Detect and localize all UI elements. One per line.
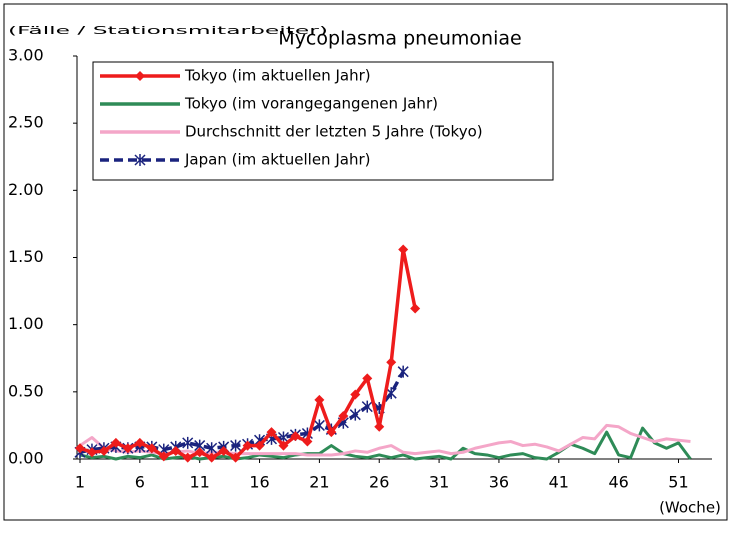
point [98, 445, 109, 456]
point [410, 303, 421, 314]
x-tick-label: 11 [190, 473, 210, 492]
y-tick-label: 0.00 [8, 449, 44, 468]
legend-label: Tokyo (im vorangegangenen Jahr) [184, 95, 438, 113]
series-markers [74, 244, 421, 463]
y-tick-label: 2.50 [8, 113, 44, 132]
y-tick-label: 1.50 [8, 247, 44, 266]
x-tick-label: 1 [75, 473, 85, 492]
point [242, 440, 253, 451]
point [230, 452, 241, 463]
legend-marker [135, 71, 145, 81]
point [266, 427, 277, 438]
point [74, 443, 85, 454]
point [182, 452, 193, 463]
point [350, 389, 361, 400]
x-tick-label: 36 [489, 473, 509, 492]
point [386, 357, 397, 368]
point [398, 244, 409, 255]
point [182, 436, 194, 449]
x-tick-label: 31 [429, 473, 449, 492]
point [122, 443, 133, 454]
point [170, 445, 181, 456]
point [326, 427, 337, 438]
series-line [79, 426, 692, 461]
x-tick-label: 21 [309, 473, 329, 492]
point [230, 439, 242, 452]
x-axis-label: (Woche) [659, 499, 721, 517]
y-tick-label: 2.00 [8, 180, 44, 199]
y-tick-label: 1.00 [8, 314, 44, 333]
point [254, 440, 265, 451]
point [86, 447, 97, 458]
x-tick-label: 16 [249, 473, 269, 492]
point [158, 451, 169, 462]
legend-label: Japan (im aktuellen Jahr) [184, 151, 370, 169]
point [385, 387, 397, 400]
point [362, 373, 373, 384]
x-tick-label: 41 [549, 473, 569, 492]
x-tick-label: 46 [608, 473, 628, 492]
point [349, 408, 361, 421]
point [218, 445, 229, 456]
point [314, 394, 325, 405]
y-tick-label: 0.50 [8, 381, 44, 400]
legend-marker [134, 154, 146, 166]
x-tick-label: 26 [369, 473, 389, 492]
point [361, 400, 373, 413]
legend-label: Tokyo (im aktuellen Jahr) [184, 67, 371, 85]
series-line [79, 423, 691, 457]
point [374, 421, 385, 432]
point [146, 443, 157, 454]
x-tick-label: 51 [668, 473, 688, 492]
point [278, 440, 289, 451]
legend-box [92, 61, 554, 181]
point [134, 437, 145, 448]
legend-label: Durchschnitt der letzten 5 Jahre (Tokyo) [185, 123, 483, 141]
point [206, 452, 217, 463]
x-tick-label: 6 [135, 473, 145, 492]
point [397, 365, 409, 378]
point [290, 431, 301, 442]
point [110, 437, 121, 448]
y-axis-label: (Fälle / Stationsmitarbeiter) [8, 24, 328, 37]
y-tick-label: 3.00 [8, 46, 44, 65]
chart-title: Mycoplasma pneumoniae [278, 28, 521, 50]
point [206, 442, 218, 455]
point [313, 419, 325, 432]
point [194, 447, 205, 458]
point [338, 411, 349, 422]
point [302, 436, 313, 447]
